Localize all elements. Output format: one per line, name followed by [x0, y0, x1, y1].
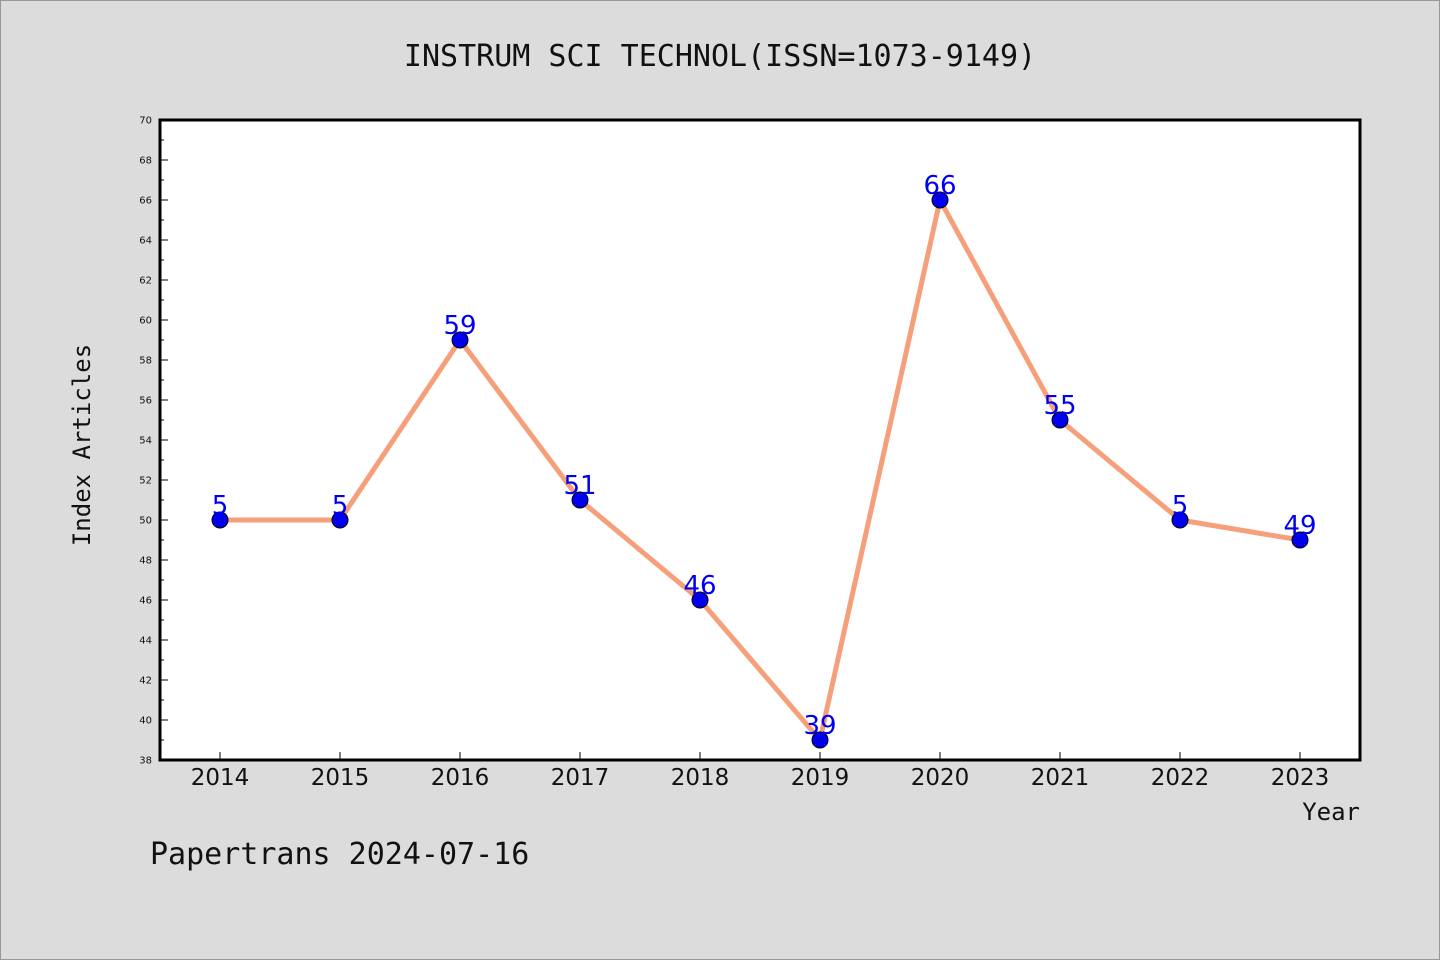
y-tick-label: 54: [139, 436, 152, 447]
x-tick-label: 2018: [671, 765, 730, 791]
data-point: [1291, 531, 1309, 549]
data-point: [691, 591, 709, 609]
y-tick-label: 66: [139, 196, 152, 207]
y-tick-label: 44: [139, 636, 152, 647]
chart-title: INSTRUM SCI TECHNOL(ISSN=1073-9149): [404, 39, 1036, 74]
y-tick-label: 60: [139, 316, 152, 327]
series-line: [220, 197, 1301, 743]
y-tick-label: 40: [139, 716, 152, 727]
y-tick-label: 48: [139, 556, 152, 567]
data-label: 51: [563, 471, 596, 501]
data-point: [211, 511, 229, 529]
x-tick-label: 2015: [311, 765, 370, 791]
data-label: 66: [923, 171, 956, 201]
data-label: 55: [1043, 391, 1076, 421]
data-label: 5: [332, 491, 349, 521]
y-tick-label: 64: [139, 236, 152, 247]
y-tick-label: 68: [139, 156, 152, 167]
plot-area: [158, 118, 1362, 762]
data-label: 5: [1172, 491, 1189, 521]
y-tick-label: 46: [139, 596, 152, 607]
x-tick-label: 2023: [1271, 765, 1330, 791]
y-tick-label: 70: [139, 116, 152, 127]
data-label: 5: [212, 491, 229, 521]
series-polyline: [220, 197, 1301, 743]
data-label: 59: [443, 311, 476, 341]
x-tick-label: 2020: [911, 765, 970, 791]
y-tick-label: 62: [139, 276, 152, 287]
data-point: [571, 491, 589, 509]
data-point: [1171, 511, 1189, 529]
y-tick-label: 50: [139, 516, 152, 527]
data-point: [331, 511, 349, 529]
x-tick-label: 2016: [431, 765, 490, 791]
y-tick-label: 58: [139, 356, 152, 367]
y-tick-label: 56: [139, 396, 152, 407]
y-tick-label: 42: [139, 676, 152, 687]
x-tick-label: 2022: [1151, 765, 1210, 791]
x-tick-label: 2021: [1031, 765, 1090, 791]
footer-credit: Papertrans 2024-07-16: [150, 837, 529, 872]
x-tick-label: 2014: [191, 765, 250, 791]
data-label: 39: [803, 711, 836, 741]
x-tick-label: 2019: [791, 765, 850, 791]
x-axis-ticks: 2014 2015 2016 2017 2018 2019 2020 2021 2022 2023: [191, 752, 1330, 791]
y-tick-label: 52: [139, 476, 152, 487]
x-tick-label: 2017: [551, 765, 610, 791]
data-point: [931, 191, 949, 209]
data-point: [1051, 411, 1069, 429]
data-label: 49: [1283, 511, 1316, 541]
y-axis-ticks: 38 40 42 44 46 48 50 52 54 56 58 60 62 64 66 68 70: [139, 116, 168, 767]
y-axis-label: Index Articles: [68, 344, 96, 546]
x-axis-label: Year: [1302, 798, 1360, 826]
data-point: [811, 731, 829, 749]
data-point: [451, 331, 469, 349]
data-points: [211, 191, 1309, 749]
data-label: 46: [683, 571, 716, 601]
y-tick-label: 38: [139, 756, 152, 767]
